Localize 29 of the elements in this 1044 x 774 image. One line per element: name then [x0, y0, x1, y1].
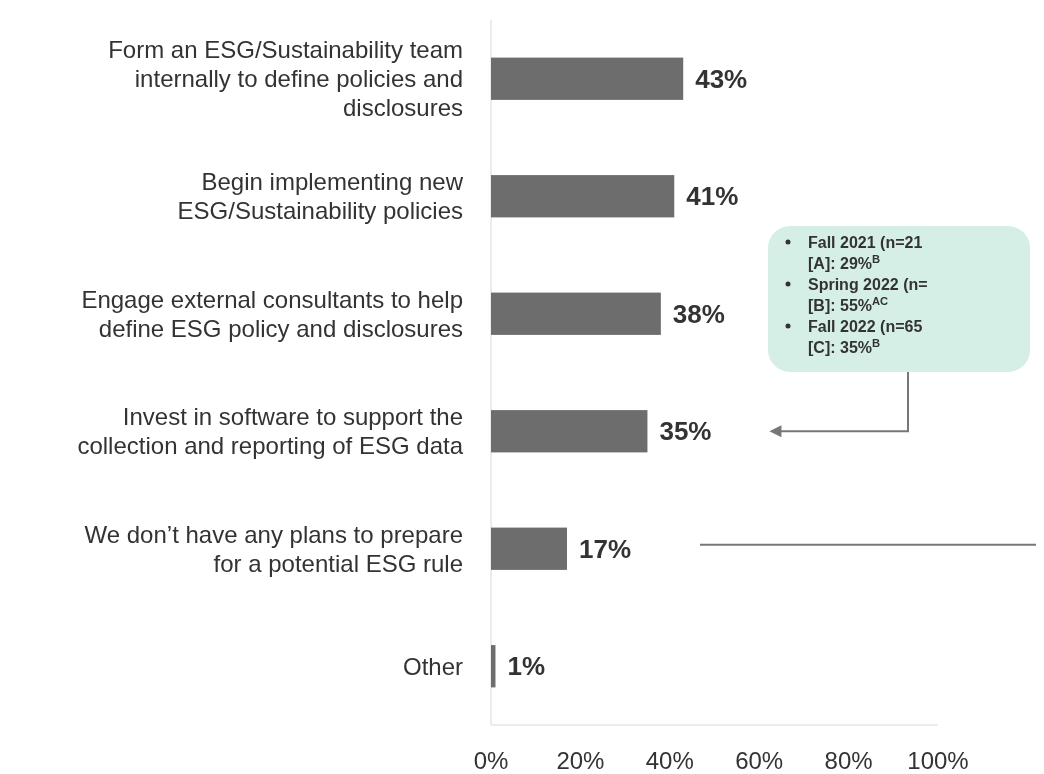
bar: [491, 410, 648, 453]
annotation: [A]: 29%$^{B}$: [808, 253, 881, 272]
data-label: 41%: [686, 181, 739, 212]
bar: [491, 292, 661, 335]
x-tick-label: 80%: [824, 747, 873, 774]
bar: [491, 175, 675, 218]
bar: [491, 527, 567, 570]
x-tick-label: 60%: [735, 747, 784, 774]
data-label: 17%: [578, 533, 632, 564]
bar: [491, 57, 684, 100]
y-tick-label: Other: [402, 652, 463, 680]
x-tick-label: 40%: [645, 747, 694, 774]
data-label: 38%: [672, 298, 725, 329]
y-tick-label: Begin implementing new ESG/Sustainability policies: [177, 168, 464, 225]
y-tick-label: Form an ESG/Sustainability team internally to define policies and disclosures: [108, 36, 463, 122]
x-tick-label: 0%: [473, 747, 509, 774]
data-label: 35%: [659, 416, 712, 447]
x-tick-label: 20%: [556, 747, 605, 774]
y-tick-label: Invest in software to support the collection and reporting of ESG data: [77, 403, 464, 460]
annotation: [B]: 55%$^{AC}$: [808, 295, 889, 314]
y-tick-label: We don’t have any plans to prepare for a potential ESG rule: [84, 520, 463, 577]
data-label: 1%: [507, 651, 546, 682]
annotation: Fall 2021 (n=21: [808, 234, 923, 251]
x-tick-label: 100%: [907, 747, 969, 774]
data-label: 43%: [695, 63, 748, 94]
y-tick-label: Engage external consultants to help define ESG policy and disclosures: [81, 285, 463, 342]
annotation: Fall 2022 (n=65: [808, 318, 923, 335]
annotation: [C]: 35%$^{B}$: [808, 337, 881, 356]
annotation: Spring 2022 (n=: [808, 276, 928, 293]
